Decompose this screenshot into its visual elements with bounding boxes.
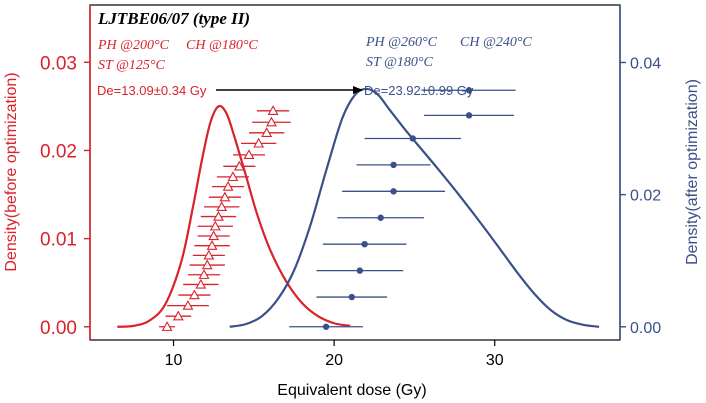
before-condition-3: ST @125°C [98, 58, 166, 73]
before-data-point [216, 201, 228, 212]
before-data-point [182, 299, 194, 310]
after-data-point [390, 188, 397, 195]
after-density-curve [229, 87, 600, 328]
after-data-point [409, 135, 417, 142]
x-tick-label: 10 [165, 352, 183, 369]
before-data-point [219, 191, 231, 202]
after-condition-2: CH @240°C [460, 35, 532, 50]
before-data-point [243, 149, 255, 160]
right-y-tick-label: 0.00 [630, 320, 661, 337]
before-data-point [161, 321, 173, 331]
before-data-point [222, 180, 234, 191]
before-data-point [233, 160, 245, 171]
after-data-point [361, 240, 368, 248]
after-condition-1: PH @260°C [365, 35, 438, 50]
left-y-tick-label: 0.02 [40, 141, 77, 162]
right-y-axis-label: Density(after optimization) [684, 79, 701, 265]
before-data-point [253, 137, 265, 148]
left-y-tick-label: 0.03 [40, 53, 77, 74]
before-de-label: De=13.09±0.34 Gy [97, 83, 207, 98]
plot-frame [89, 4, 621, 341]
chart-title: LJTBE06/07 (type II) [97, 9, 250, 28]
left-y-axis-label: Density(before optimization) [3, 72, 20, 271]
before-data-point [213, 210, 224, 221]
before-data-point [198, 269, 210, 279]
after-data-point [348, 293, 355, 301]
before-data-point [172, 310, 184, 321]
after-data-point [377, 214, 384, 221]
before-density-curve [117, 104, 351, 328]
before-data-point [195, 278, 207, 289]
right-y-tick-label: 0.02 [630, 188, 661, 205]
before-condition-1: PH @200°C [97, 38, 170, 53]
before-data-point [203, 249, 215, 260]
after-data-point [465, 87, 473, 94]
before-data-point [208, 230, 220, 241]
before-data-point [267, 105, 279, 115]
before-condition-2: CH @180°C [186, 38, 258, 53]
after-data-point [390, 161, 397, 169]
after-data-point [322, 323, 330, 330]
left-y-tick-label: 0.00 [40, 318, 77, 339]
after-de-label: De=23.92±0.99 Gy [364, 83, 474, 98]
before-data-point [261, 127, 273, 137]
before-data-point [206, 240, 218, 250]
left-y-tick-label: 0.01 [40, 230, 77, 251]
after-data-point [356, 267, 364, 274]
before-data-point [266, 116, 277, 127]
before-data-point [188, 289, 200, 300]
before-data-point [227, 171, 239, 182]
before-data-point [201, 259, 213, 270]
before-data-point [209, 220, 221, 231]
x-tick-label: 30 [486, 352, 504, 369]
right-y-tick-label: 0.04 [630, 55, 661, 72]
after-data-point [465, 112, 473, 119]
x-tick-label: 20 [325, 352, 343, 369]
after-condition-3: ST @180°C [366, 55, 434, 70]
x-axis-label: Equivalent dose (Gy) [277, 382, 426, 399]
